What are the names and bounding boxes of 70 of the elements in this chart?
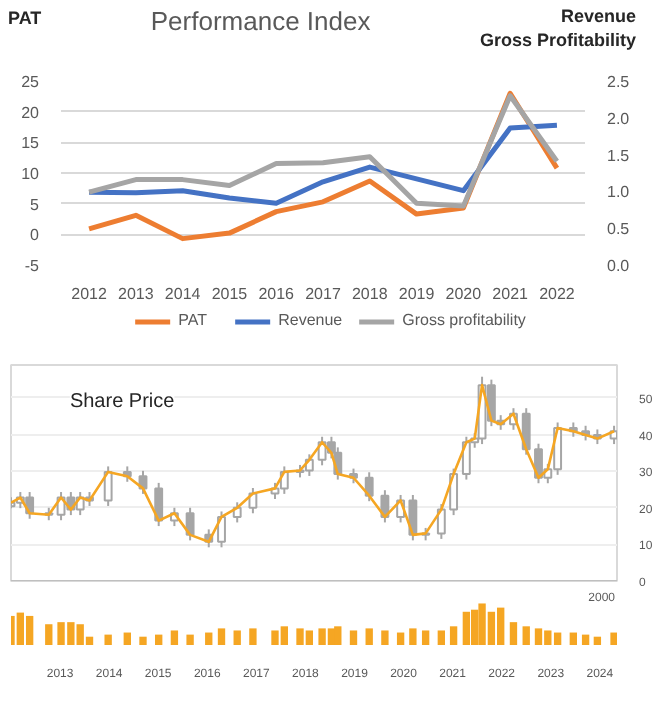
line-series <box>86 122 560 206</box>
y-tick-label: 20 <box>21 103 41 122</box>
x-tick-label: 2020 <box>445 285 483 303</box>
y2-tick-label: 1.5 <box>607 146 631 165</box>
bar <box>396 632 405 645</box>
bar <box>318 628 326 645</box>
bar <box>462 611 471 645</box>
bar <box>449 626 458 645</box>
text: Share Price <box>69 390 176 413</box>
y2-tick-label: 1.0 <box>607 183 631 202</box>
x-tick-label: 2014 <box>164 285 202 303</box>
candlestick <box>461 435 471 481</box>
chart-title: Performance Index <box>150 4 371 40</box>
bar <box>104 634 112 645</box>
bar <box>123 632 131 645</box>
bar <box>381 630 389 645</box>
bar <box>170 630 179 645</box>
bar <box>233 630 241 645</box>
x-tick-label: 2021 <box>492 285 530 303</box>
candlestick <box>185 506 195 542</box>
legend-label: Revenue <box>278 311 343 329</box>
y2-tick-label: 0.0 <box>607 257 631 275</box>
x-tick-label: 2013 <box>118 285 155 303</box>
bar <box>421 630 430 645</box>
bar <box>471 609 479 645</box>
y-tick-label: 10 <box>21 165 41 183</box>
bar <box>139 636 147 645</box>
bar <box>610 632 617 645</box>
y-axis-title: PAT <box>8 6 42 32</box>
bar <box>249 628 257 645</box>
x-tick-label: 2018 <box>351 285 389 303</box>
y2-tick-label: 2.5 <box>607 73 631 91</box>
bar <box>155 634 163 645</box>
bar <box>581 634 590 645</box>
candlestick <box>364 471 374 503</box>
candlestick <box>521 407 531 456</box>
bar <box>437 630 446 645</box>
bar <box>534 628 543 645</box>
bar <box>522 626 530 645</box>
x-tick-label: 2017 <box>305 285 342 303</box>
bar <box>509 622 518 645</box>
bar <box>45 624 53 645</box>
candlestick <box>154 481 164 528</box>
bar <box>409 628 417 645</box>
x-tick-label: 2019 <box>398 285 436 303</box>
bar <box>217 628 226 645</box>
x-tick-label: 2015 <box>211 285 249 303</box>
bar <box>593 636 602 645</box>
y-tick-label: -5 <box>24 257 41 275</box>
y2-tick-label: 0.5 <box>607 220 631 239</box>
bar <box>186 634 194 645</box>
y-tick-label: 5 <box>30 195 41 214</box>
y-tick-label: 0 <box>30 226 41 245</box>
bar <box>205 632 213 645</box>
legend-label: PAT <box>178 311 209 329</box>
bar <box>365 628 373 645</box>
y-tick-label: 25 <box>21 73 41 91</box>
x-tick-label: 2022 <box>539 285 576 303</box>
y2-axis-title: Revenue Gross Profitability <box>479 4 636 52</box>
y-tick-label: 15 <box>21 134 41 153</box>
bar <box>349 630 358 645</box>
y2-tick-label: 2.0 <box>607 109 631 128</box>
line-series <box>11 383 616 544</box>
bar <box>25 615 34 645</box>
bar <box>569 632 578 645</box>
x-tick-label: 2012 <box>71 285 108 303</box>
line-series <box>86 93 560 209</box>
legend-label: Gross profitability <box>402 311 526 329</box>
x-tick-label: 2016 <box>258 285 296 303</box>
bar <box>334 626 342 645</box>
